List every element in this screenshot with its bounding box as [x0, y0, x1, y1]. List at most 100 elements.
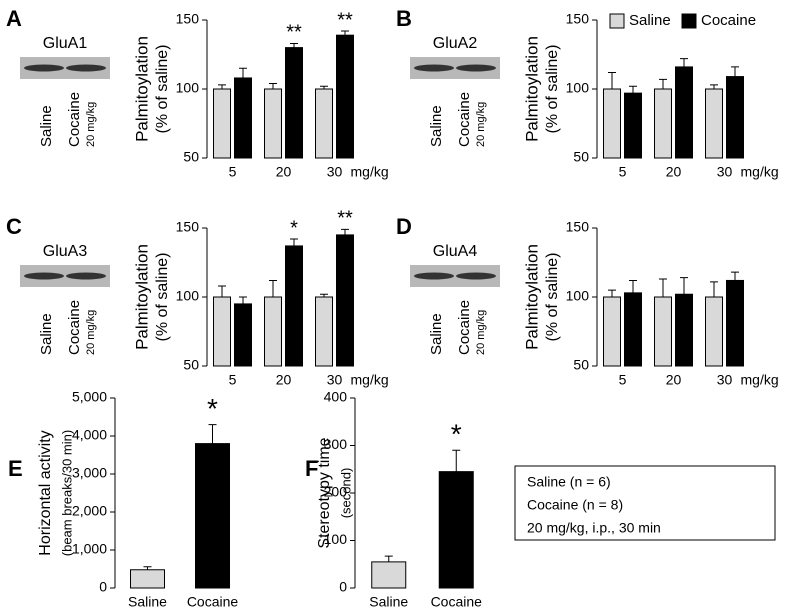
- lane-label: Cocaine: [456, 300, 473, 355]
- bar: [726, 76, 744, 159]
- blot-band: [66, 272, 106, 280]
- error-bar: [680, 277, 688, 295]
- y-axis-label: Stereotypy time: [316, 437, 333, 548]
- y-axis-label: Horizontal activity: [37, 430, 54, 555]
- lane-label: Saline: [428, 105, 445, 147]
- y-axis-label-sub: (% of saline): [544, 253, 561, 342]
- y-tick-label: 5,000: [72, 389, 107, 405]
- panel-letter: F: [305, 456, 318, 481]
- y-axis-label: Palmitoylation: [522, 244, 541, 350]
- x-tick-label: 5: [229, 164, 237, 180]
- panel-letter: E: [8, 456, 23, 481]
- x-tick-label: 20: [276, 372, 292, 388]
- error-bar: [608, 71, 616, 89]
- y-axis-label-sub: (% of saline): [544, 45, 561, 134]
- blot-label: GluA4: [433, 243, 478, 260]
- x-unit: mg/kg: [741, 372, 779, 388]
- y-tick-label: 50: [183, 149, 199, 165]
- significance-label: *: [451, 419, 462, 450]
- error-bar: [659, 278, 667, 297]
- bar: [654, 88, 672, 159]
- error-bar: [290, 42, 298, 48]
- bar: [264, 296, 282, 367]
- x-tick-label: Cocaine: [431, 594, 483, 610]
- y-tick-label: 2,000: [72, 503, 107, 519]
- y-axis-label: Palmitoylation: [522, 36, 541, 142]
- bar: [213, 296, 231, 367]
- bar: [603, 88, 621, 159]
- bar: [624, 92, 642, 159]
- blot-band: [456, 272, 496, 280]
- lane-label: 20 mg/kg: [85, 102, 97, 147]
- y-tick-label: 200: [324, 484, 348, 500]
- error-bar: [608, 289, 616, 297]
- blot-label: GluA1: [43, 35, 88, 52]
- bar: [336, 234, 354, 367]
- error-bar: [710, 281, 718, 297]
- error-bar: [239, 67, 247, 78]
- lane-label: Saline: [428, 313, 445, 355]
- error-bar: [731, 271, 739, 281]
- legend-label: Cocaine: [701, 12, 756, 29]
- y-tick-label: 4,000: [72, 427, 107, 443]
- significance-label: **: [337, 9, 353, 31]
- note-line: Cocaine (n = 8): [527, 497, 623, 513]
- error-bar: [710, 84, 718, 89]
- bar: [285, 47, 303, 159]
- lane-label: Cocaine: [66, 92, 83, 147]
- y-axis-label: Palmitoylation: [132, 36, 151, 142]
- bar: [603, 296, 621, 367]
- y-tick-label: 100: [324, 531, 348, 547]
- blot-image: [20, 265, 110, 287]
- lane-label: 20 mg/kg: [475, 310, 487, 355]
- bar: [705, 296, 723, 367]
- bar: [336, 34, 354, 159]
- lane-label: Saline: [38, 105, 55, 147]
- y-tick-label: 150: [566, 11, 590, 27]
- bar: [675, 293, 693, 367]
- bar: [285, 245, 303, 367]
- bar: [234, 303, 252, 367]
- bar: [705, 88, 723, 159]
- panel-letter: D: [396, 214, 412, 239]
- lane-label: Saline: [38, 313, 55, 355]
- bar: [371, 561, 407, 589]
- y-tick-label: 1,000: [72, 541, 107, 557]
- bar: [195, 443, 230, 589]
- panel-letter: C: [6, 214, 22, 239]
- bar: [130, 569, 165, 589]
- blot-band: [414, 64, 454, 72]
- y-tick-label: 3,000: [72, 465, 107, 481]
- panel-letter: B: [396, 6, 412, 31]
- x-tick-label: Cocaine: [187, 594, 239, 610]
- y-tick-label: 150: [566, 219, 590, 235]
- error-bar: [384, 555, 393, 562]
- bar: [234, 77, 252, 159]
- bar: [675, 66, 693, 159]
- x-tick-label: 20: [666, 372, 682, 388]
- y-tick-label: 50: [183, 357, 199, 373]
- lane-label: 20 mg/kg: [85, 310, 97, 355]
- x-unit: mg/kg: [351, 164, 389, 180]
- x-tick-label: 5: [619, 372, 627, 388]
- note-box: [514, 465, 776, 541]
- y-axis-label-sub: (second): [338, 468, 353, 519]
- blot-band: [66, 64, 106, 72]
- error-bar: [290, 238, 298, 246]
- blot-label: GluA2: [433, 35, 478, 52]
- error-bar: [659, 78, 667, 89]
- x-tick-label: 30: [327, 372, 343, 388]
- x-tick-label: 20: [666, 164, 682, 180]
- y-axis-label-sub: (beam breaks/30 min): [59, 430, 74, 556]
- note-line: 20 mg/kg, i.p., 30 min: [527, 520, 661, 536]
- error-bar: [680, 58, 688, 67]
- bar: [264, 88, 282, 159]
- y-tick-label: 100: [566, 288, 590, 304]
- error-bar: [452, 449, 461, 472]
- bar: [315, 296, 333, 367]
- error-bar: [218, 84, 226, 89]
- bar: [213, 88, 231, 159]
- blot-band: [456, 64, 496, 72]
- blot-band: [24, 64, 64, 72]
